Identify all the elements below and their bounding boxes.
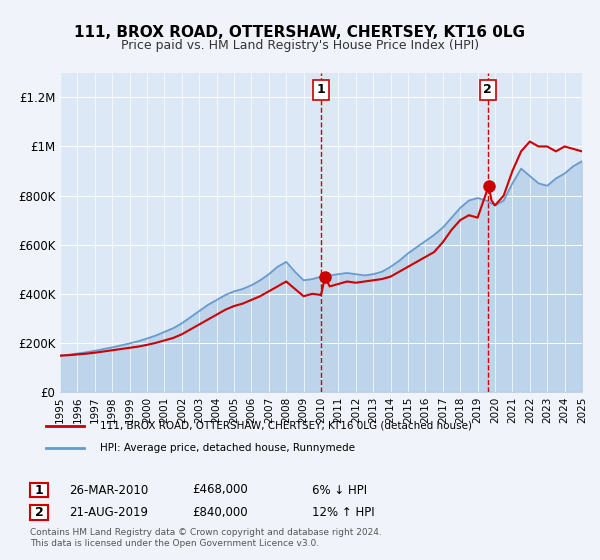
Text: 12% ↑ HPI: 12% ↑ HPI xyxy=(312,506,374,519)
Text: 1: 1 xyxy=(317,83,325,96)
Text: £840,000: £840,000 xyxy=(192,506,248,519)
Text: 1: 1 xyxy=(35,483,43,497)
Text: Price paid vs. HM Land Registry's House Price Index (HPI): Price paid vs. HM Land Registry's House … xyxy=(121,39,479,52)
Text: 111, BROX ROAD, OTTERSHAW, CHERTSEY, KT16 0LG (detached house): 111, BROX ROAD, OTTERSHAW, CHERTSEY, KT1… xyxy=(100,421,472,431)
Text: 26-MAR-2010: 26-MAR-2010 xyxy=(69,483,148,497)
Text: 111, BROX ROAD, OTTERSHAW, CHERTSEY, KT16 0LG: 111, BROX ROAD, OTTERSHAW, CHERTSEY, KT1… xyxy=(74,25,526,40)
Text: 21-AUG-2019: 21-AUG-2019 xyxy=(69,506,148,519)
Text: £468,000: £468,000 xyxy=(192,483,248,497)
Text: 2: 2 xyxy=(35,506,43,519)
Text: HPI: Average price, detached house, Runnymede: HPI: Average price, detached house, Runn… xyxy=(100,443,355,453)
Text: 6% ↓ HPI: 6% ↓ HPI xyxy=(312,483,367,497)
Text: Contains HM Land Registry data © Crown copyright and database right 2024.
This d: Contains HM Land Registry data © Crown c… xyxy=(30,528,382,548)
Text: 2: 2 xyxy=(484,83,492,96)
